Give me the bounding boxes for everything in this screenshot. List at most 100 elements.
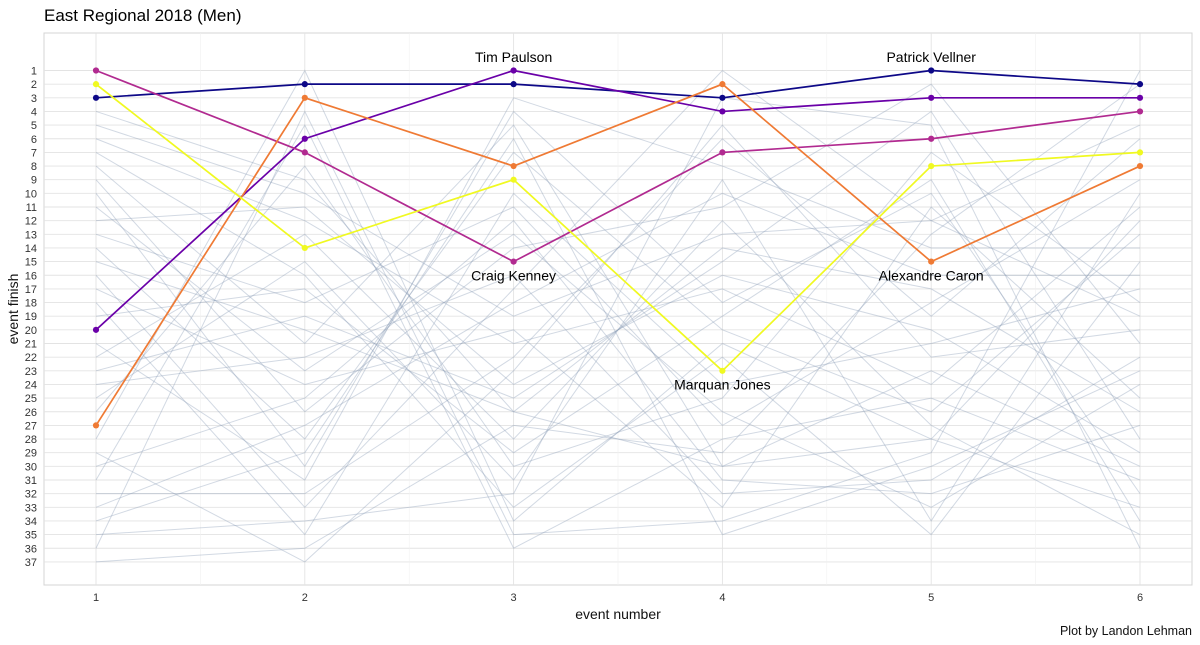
background-series-line [95,192,1141,536]
background-series [95,69,1141,563]
data-point [510,258,517,265]
data-point [719,81,726,88]
y-tick-label: 8 [31,161,37,173]
background-series-line [95,247,1141,413]
data-point [928,67,935,74]
y-tick-label: 9 [31,175,37,187]
x-tick-label: 1 [93,592,99,604]
data-point [301,94,308,101]
y-tick-label: 14 [25,243,37,255]
y-tick-label: 4 [31,106,37,118]
y-tick-label: 22 [25,352,37,364]
data-point [1136,108,1144,115]
background-series-line [95,124,1141,467]
data-point [928,162,935,170]
y-tick-label: 7 [31,147,37,159]
background-series-line [95,97,1140,481]
series-line [95,69,1140,331]
background-series-line [95,219,1141,495]
background-series-line [95,192,1140,508]
y-tick-label: 31 [25,475,37,487]
x-tick-label: 6 [1137,592,1143,604]
y-tick-label: 27 [25,420,37,432]
background-series-line [95,69,1141,509]
y-tick-label: 30 [25,461,37,473]
y-axis-title: event finish [5,274,21,345]
x-tick-label: 3 [511,592,517,604]
data-point [92,81,100,88]
y-tick-label: 33 [25,502,37,514]
y-tick-labels: 1234567891011121314151617181920212223242… [25,66,37,569]
data-point [510,176,517,183]
y-tick-label: 10 [25,188,37,200]
data-point [301,149,308,156]
data-point [719,94,726,101]
background-series-line [95,97,1141,549]
data-point [719,367,726,374]
data-point [510,67,517,74]
data-point [301,244,308,252]
data-point [510,162,517,170]
y-tick-label: 5 [31,120,37,132]
y-tick-label: 35 [25,530,37,542]
y-tick-label: 28 [25,434,37,446]
background-series-line [95,124,1141,563]
x-tick-label: 4 [719,592,725,604]
data-point [719,149,726,156]
background-series-line [95,179,1141,427]
series-line [95,69,1141,263]
background-series-line [95,151,1141,440]
data-point [92,326,100,333]
y-tick-label: 20 [25,325,37,337]
background-series-line [95,137,1141,536]
annotation-label: Craig Kenney [471,267,556,283]
data-point [92,422,100,429]
y-tick-label: 25 [25,393,37,405]
y-tick-label: 23 [25,366,37,378]
x-tick-labels: 1 2 3 4 5 6 [93,592,1143,604]
y-tick-label: 21 [25,339,37,351]
background-series-line [95,206,1141,508]
background-series-line [95,110,1141,508]
plot-caption: Plot by Landon Lehman [1060,624,1192,638]
y-tick-label: 32 [25,489,37,501]
y-tick-label: 6 [31,134,37,146]
data-point [928,258,935,265]
background-series-line [95,219,1141,536]
background-series-line [96,138,1141,495]
data-point [301,135,308,142]
data-point [1136,94,1144,101]
annotation-label: Patrick Vellner [886,49,976,65]
y-tick-label: 37 [25,557,37,569]
y-tick-label: 11 [26,202,37,214]
y-tick-label: 34 [25,516,37,528]
background-series-line [95,83,1141,563]
data-point [301,81,308,88]
data-point [928,135,935,142]
y-tick-label: 2 [31,79,37,91]
y-tick-label: 18 [25,298,37,310]
data-point [719,108,726,115]
data-point [1136,149,1144,156]
y-tick-label: 1 [31,66,37,78]
annotation-label: Tim Paulson [475,49,552,65]
y-tick-label: 13 [25,229,37,241]
background-series-line [95,110,1141,440]
y-tick-label: 3 [31,93,37,105]
series-line [95,83,1141,372]
background-series-line [95,70,1141,549]
background-series-line [95,138,1141,386]
y-tick-label: 12 [25,216,37,228]
background-series-line [95,151,1141,536]
data-point [1136,81,1144,88]
background-series-line [95,124,1141,549]
y-tick-label: 29 [25,448,37,460]
data-point [1136,162,1144,170]
data-point [928,94,935,101]
x-tick-label: 5 [928,592,934,604]
highlighted-series [92,67,1144,429]
y-tick-label: 19 [25,311,37,323]
background-series-line [95,274,1141,495]
background-series-line [95,206,1141,454]
